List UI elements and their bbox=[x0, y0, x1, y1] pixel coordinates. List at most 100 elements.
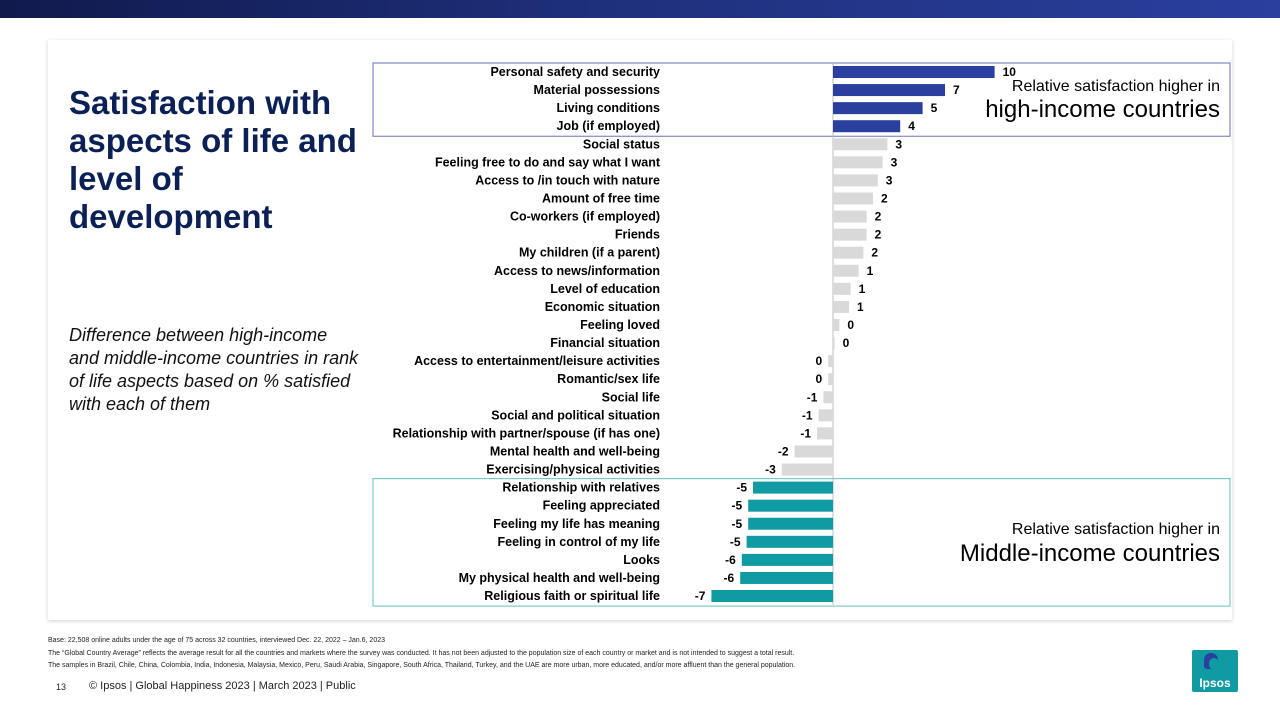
category-label: Access to entertainment/leisure activiti… bbox=[414, 354, 660, 368]
data-label: -1 bbox=[802, 408, 813, 422]
data-label: 2 bbox=[881, 191, 888, 205]
category-label: Job (if employed) bbox=[557, 119, 660, 133]
bar bbox=[781, 463, 833, 476]
category-label: Access to /in touch with nature bbox=[475, 173, 660, 187]
bar bbox=[833, 102, 923, 115]
bar bbox=[833, 264, 859, 277]
data-label: -7 bbox=[695, 589, 706, 603]
data-label: 0 bbox=[816, 354, 823, 368]
category-label: Level of education bbox=[550, 282, 660, 296]
bar bbox=[833, 174, 878, 187]
middle-income-heading: Middle-income countries bbox=[959, 540, 1220, 567]
category-label: Financial situation bbox=[550, 336, 660, 350]
data-label: 3 bbox=[895, 137, 902, 151]
bar bbox=[833, 120, 901, 133]
middle-income-highlight-box bbox=[372, 478, 1231, 607]
category-label: Feeling free to do and say what I want bbox=[435, 155, 661, 169]
bar bbox=[833, 337, 835, 350]
top-banner bbox=[0, 0, 1280, 18]
data-label: -5 bbox=[732, 517, 743, 531]
category-label: Exercising/physical activities bbox=[486, 463, 660, 477]
data-label: 10 bbox=[1003, 65, 1017, 79]
category-label: Amount of free time bbox=[542, 191, 660, 205]
high-income-highlight-box bbox=[372, 62, 1231, 137]
category-label: Relationship with partner/spouse (if has… bbox=[393, 426, 660, 440]
data-label: 7 bbox=[953, 83, 960, 97]
bar bbox=[741, 553, 833, 566]
bar bbox=[833, 192, 873, 205]
data-label: -6 bbox=[724, 571, 735, 585]
data-label: 2 bbox=[871, 246, 878, 260]
bar bbox=[828, 373, 833, 386]
bar bbox=[833, 138, 888, 151]
data-label: 1 bbox=[867, 264, 874, 278]
data-label: -5 bbox=[730, 535, 741, 549]
data-label: 3 bbox=[891, 155, 898, 169]
category-label: Feeling appreciated bbox=[543, 499, 660, 513]
data-label: 1 bbox=[857, 300, 864, 314]
category-label: Feeling loved bbox=[580, 318, 660, 332]
category-label: Material possessions bbox=[534, 83, 660, 97]
data-label: 2 bbox=[875, 210, 882, 224]
bar bbox=[833, 66, 995, 78]
data-label: 0 bbox=[816, 372, 823, 386]
data-label: -1 bbox=[807, 390, 818, 404]
category-label: Feeling in control of my life bbox=[497, 535, 660, 549]
bar bbox=[823, 391, 833, 404]
data-label: -5 bbox=[736, 481, 747, 495]
data-label: -3 bbox=[765, 463, 776, 477]
bar bbox=[740, 571, 833, 584]
category-label: Looks bbox=[623, 553, 660, 567]
category-label: Romantic/sex life bbox=[557, 372, 660, 386]
data-label: 1 bbox=[859, 282, 866, 296]
data-label: 2 bbox=[875, 228, 882, 242]
copyright-text: © Ipsos | Global Happiness 2023 | March … bbox=[89, 680, 356, 692]
high-income-heading: high-income countries bbox=[985, 96, 1220, 123]
bar bbox=[833, 300, 849, 313]
bar bbox=[753, 481, 833, 494]
category-label: Social and political situation bbox=[491, 408, 660, 422]
bar bbox=[711, 590, 833, 603]
data-label: -1 bbox=[800, 426, 811, 440]
bar bbox=[817, 427, 833, 440]
bar bbox=[818, 409, 833, 422]
data-label: 0 bbox=[847, 318, 854, 332]
bar bbox=[833, 156, 883, 169]
slide-subtitle: Difference between high-income and middl… bbox=[69, 325, 359, 414]
bar bbox=[748, 499, 833, 512]
ipsos-logo: Ipsos bbox=[1192, 650, 1238, 692]
data-label: -2 bbox=[778, 444, 789, 458]
category-label: Feeling my life has meaning bbox=[493, 517, 660, 531]
slide-title: Satisfaction with aspects of life and le… bbox=[69, 84, 357, 235]
category-label: Social life bbox=[602, 390, 660, 404]
category-label: My children (if a parent) bbox=[519, 246, 660, 260]
middle-income-caption: Relative satisfaction higher in bbox=[1011, 521, 1220, 538]
bar bbox=[746, 535, 833, 548]
bar bbox=[833, 84, 945, 97]
bar bbox=[833, 246, 864, 259]
footnote-base: Base: 22,508 online adults under the age… bbox=[48, 637, 386, 644]
page-number: 13 bbox=[56, 682, 67, 692]
category-label: Relationship with relatives bbox=[502, 481, 660, 495]
bar bbox=[828, 355, 833, 368]
category-label: Mental health and well-being bbox=[490, 444, 660, 458]
bar bbox=[833, 228, 867, 241]
category-label: Co-workers (if employed) bbox=[510, 210, 660, 224]
category-label: Personal safety and security bbox=[490, 65, 660, 79]
data-label: -5 bbox=[732, 499, 743, 513]
bar bbox=[748, 517, 833, 530]
data-label: 3 bbox=[886, 173, 893, 187]
category-label: Living conditions bbox=[557, 101, 661, 115]
data-label: -6 bbox=[725, 553, 736, 567]
category-label: Economic situation bbox=[545, 300, 660, 314]
high-income-caption: Relative satisfaction higher in bbox=[1011, 78, 1220, 95]
category-label: Religious faith or spiritual life bbox=[484, 589, 660, 603]
footnote-samples: The samples in Brazil, Chile, China, Col… bbox=[48, 662, 796, 669]
bar bbox=[794, 445, 833, 458]
data-label: 5 bbox=[931, 101, 938, 115]
category-label: Friends bbox=[615, 228, 660, 242]
bar bbox=[833, 318, 840, 331]
category-label: My physical health and well-being bbox=[459, 571, 660, 585]
bar bbox=[833, 210, 867, 223]
